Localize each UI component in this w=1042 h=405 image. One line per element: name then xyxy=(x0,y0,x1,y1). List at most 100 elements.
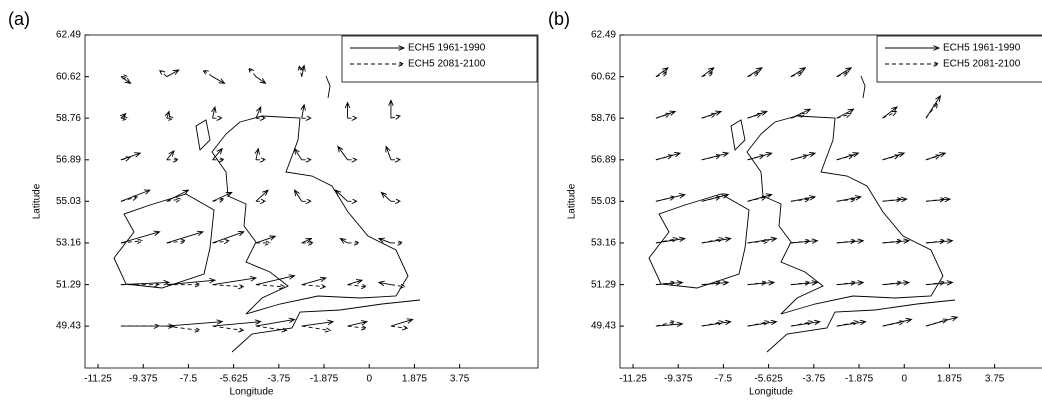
legend-label: ECH5 2081-2100 xyxy=(408,59,486,70)
wind-arrow xyxy=(158,69,168,78)
wind-arrow xyxy=(347,279,364,286)
wind-arrow xyxy=(925,196,947,203)
wind-arrow xyxy=(212,115,224,121)
wind-arrow xyxy=(701,153,723,161)
wind-arrow xyxy=(390,198,402,205)
x-tick-label: -3.75 xyxy=(802,374,825,385)
wind-arrow xyxy=(747,151,773,161)
wind-arrow xyxy=(380,191,392,202)
wind-arrow xyxy=(166,281,202,288)
wind-arrow xyxy=(301,238,313,244)
wind-arrow xyxy=(790,71,805,78)
x-tick-label: 3.75 xyxy=(985,374,1005,385)
wind-arrow xyxy=(790,154,809,161)
wind-arrow xyxy=(655,236,686,244)
wind-arrow xyxy=(120,238,144,245)
wind-arrow xyxy=(247,66,257,77)
y-tick-label: 51.29 xyxy=(56,279,81,290)
y-tick-label: 51.29 xyxy=(591,279,616,290)
y-tick-label: 58.76 xyxy=(591,113,616,124)
wind-arrow xyxy=(790,280,812,286)
y-tick-label: 55.03 xyxy=(591,196,616,207)
wind-arrow xyxy=(390,114,402,120)
wind-arrow xyxy=(339,237,348,244)
wind-arrow xyxy=(297,64,304,77)
wind-arrow xyxy=(747,71,761,78)
y-tick-label: 49.43 xyxy=(56,321,81,332)
x-tick-label: -5.625 xyxy=(219,374,248,385)
x-tick-label: -7.5 xyxy=(715,374,733,385)
wind-arrow xyxy=(212,276,258,286)
legend-label: ECH5 2081-2100 xyxy=(943,59,1021,70)
legend-symbol xyxy=(350,61,406,67)
wind-arrow xyxy=(836,238,865,244)
wind-arrow xyxy=(300,103,306,119)
wind-arrow xyxy=(747,238,771,245)
wind-arrow xyxy=(120,189,151,202)
wind-arrow xyxy=(925,94,942,119)
wind-arrow xyxy=(701,71,715,78)
wind-arrow xyxy=(836,154,855,161)
wind-arrow xyxy=(701,112,718,119)
wind-arrow xyxy=(882,106,898,119)
wind-arrow xyxy=(836,196,858,203)
wind-arrow xyxy=(925,318,949,327)
plot-frame xyxy=(84,34,539,369)
x-axis-label: Longitude xyxy=(749,387,793,398)
wind-arrow xyxy=(388,99,394,119)
wind-arrow xyxy=(120,115,130,121)
wind-arrow xyxy=(701,195,723,202)
wind-arrow xyxy=(390,240,405,246)
x-tick-label: -9.375 xyxy=(129,374,158,385)
wind-arrow xyxy=(166,115,176,121)
wind-arrow xyxy=(347,240,361,246)
wind-arrow xyxy=(301,198,313,205)
wind-arrow xyxy=(836,320,860,327)
wind-arrow xyxy=(347,320,368,327)
wind-arrow xyxy=(390,157,402,163)
x-tick-label: 1.875 xyxy=(937,374,962,385)
wind-arrow xyxy=(377,280,392,287)
wind-arrow xyxy=(790,319,822,327)
wind-arrow xyxy=(925,238,954,244)
wind-arrow xyxy=(747,193,773,202)
wind-arrow xyxy=(347,198,359,205)
wind-arrow xyxy=(120,323,161,329)
wind-arrow xyxy=(655,112,672,119)
wind-arrow xyxy=(882,280,911,286)
wind-arrow xyxy=(747,319,778,327)
panel-label: (a) xyxy=(8,9,30,29)
wind-arrow xyxy=(293,147,303,161)
x-tick-label: -7.5 xyxy=(180,374,198,385)
wind-arrow xyxy=(655,321,684,328)
wind-arrow xyxy=(211,105,217,119)
wind-arrow xyxy=(385,145,392,160)
wind-arrow xyxy=(655,195,677,202)
wind-arrow xyxy=(201,69,213,78)
x-tick-label: 1.875 xyxy=(402,374,427,385)
legend-symbol xyxy=(350,45,406,51)
wind-arrow xyxy=(701,67,715,78)
wind-arrow xyxy=(925,280,947,286)
y-tick-label: 62.49 xyxy=(591,30,616,41)
wind-arrow xyxy=(925,154,942,161)
wind-arrow xyxy=(701,236,725,244)
wind-arrow xyxy=(255,105,262,119)
wind-arrow xyxy=(120,76,132,85)
x-tick-label: 0 xyxy=(366,374,372,385)
x-axis-label: Longitude xyxy=(230,387,274,398)
wind-arrow xyxy=(166,230,204,244)
wind-arrow xyxy=(790,195,817,202)
plot-frame xyxy=(619,34,1042,369)
wind-arrow xyxy=(790,112,807,119)
wind-arrow xyxy=(301,157,313,163)
wind-arrow xyxy=(790,238,819,244)
wind-arrow xyxy=(255,317,296,327)
wind-arrow xyxy=(882,196,903,203)
wind-arrow xyxy=(120,281,161,288)
wind-arrow xyxy=(254,147,260,160)
wind-arrow xyxy=(390,318,414,327)
y-tick-label: 53.16 xyxy=(591,238,616,249)
wind-arrow xyxy=(212,197,226,203)
wind-arrow xyxy=(212,191,233,202)
